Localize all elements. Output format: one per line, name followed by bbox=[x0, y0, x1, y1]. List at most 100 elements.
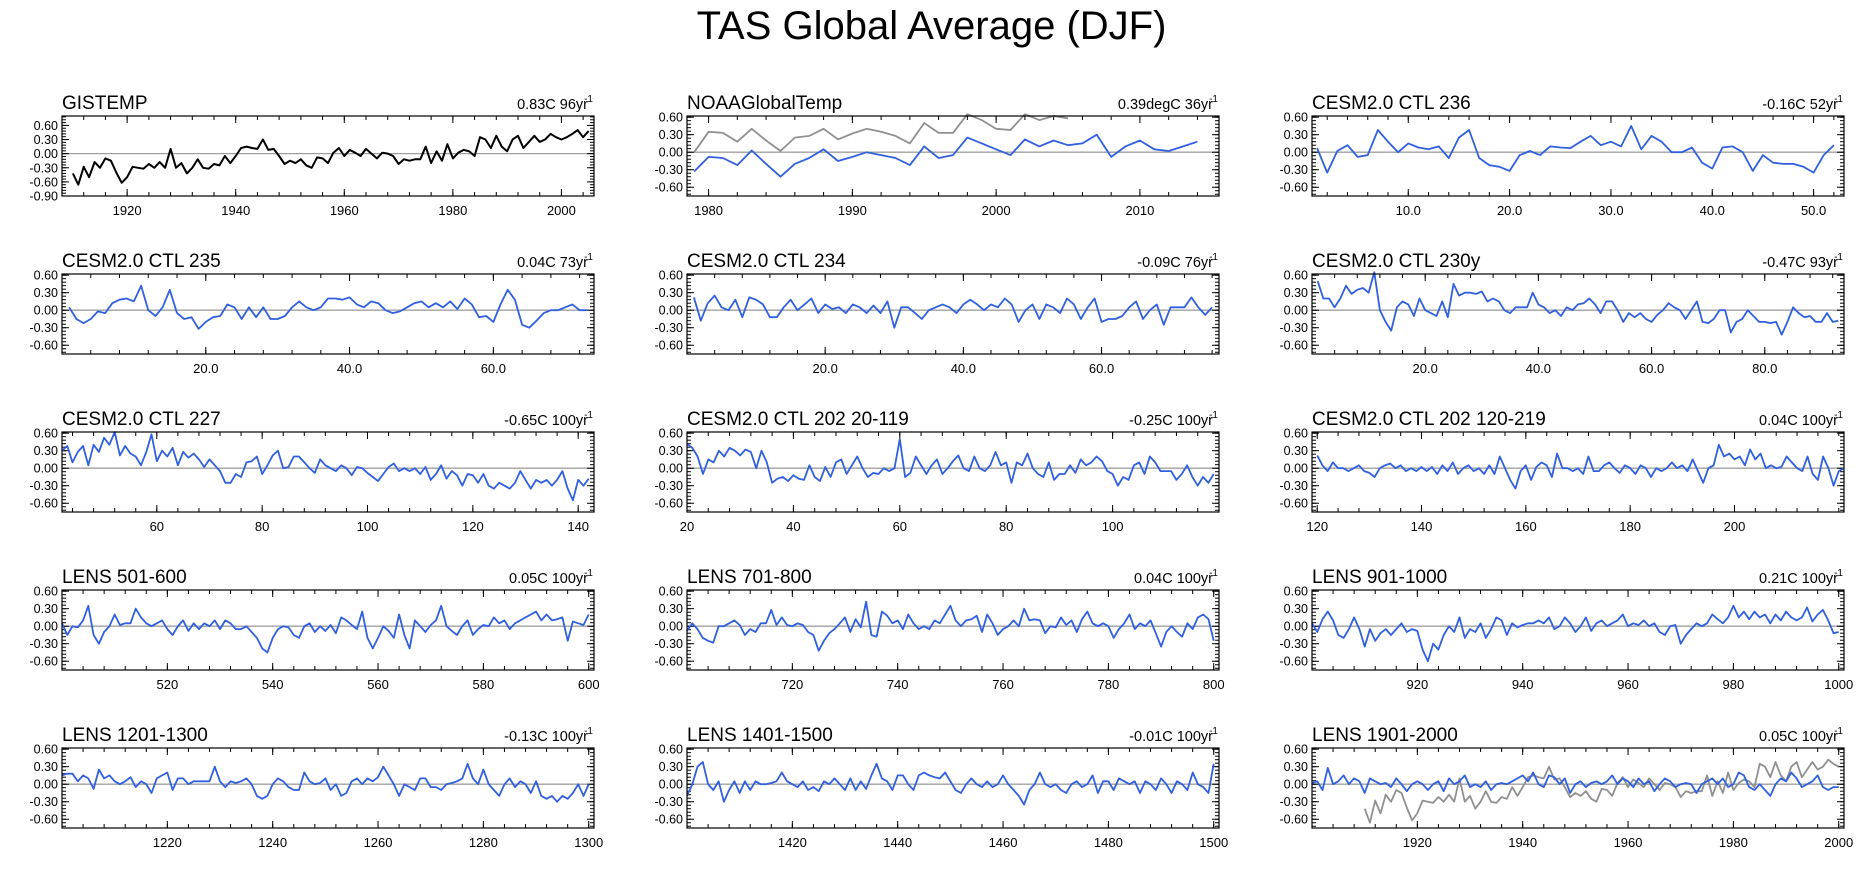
plot-frame bbox=[686, 431, 1220, 513]
x-tick-label: 580 bbox=[473, 677, 495, 692]
y-axis bbox=[687, 432, 1219, 511]
y-tick-label: 0.00 bbox=[659, 462, 683, 476]
y-tick-label: -0.30 bbox=[1280, 795, 1309, 809]
y-axis bbox=[1312, 748, 1844, 827]
x-axis bbox=[72, 432, 579, 512]
panel-trend-exponent: -1 bbox=[1834, 726, 1843, 737]
y-tick-label: 0.00 bbox=[1284, 304, 1308, 318]
x-tick-label: 40.0 bbox=[1526, 361, 1551, 376]
y-axis bbox=[62, 590, 594, 669]
chart-panel: CESM2.0 CTL 230y -0.47C 93yr-1 0.60 0.30 0.0… bbox=[1280, 251, 1845, 376]
panel-title: CESM2.0 CTL 202 20-119 bbox=[687, 409, 909, 430]
series-line bbox=[693, 294, 1213, 329]
y-tick-label: 0.00 bbox=[1284, 146, 1308, 160]
x-tick-label: 1280 bbox=[469, 835, 498, 850]
y-tick-label: -0.60 bbox=[30, 813, 59, 827]
panel-trend: 0.04C 100yr bbox=[1134, 571, 1213, 587]
series-line bbox=[68, 284, 587, 330]
plot-frame bbox=[1311, 115, 1845, 197]
x-tick-label: 780 bbox=[1098, 677, 1120, 692]
x-tick-label: 50.0 bbox=[1801, 203, 1826, 218]
y-tick-label: -0.60 bbox=[655, 181, 684, 195]
chart-panel: CESM2.0 CTL 235 0.04C 73yr-1 0.60 0.30 0.00 -… bbox=[30, 251, 595, 376]
chart-panel: CESM2.0 CTL 227 -0.65C 100yr-1 0.60 0.30 0.0… bbox=[30, 409, 595, 534]
x-tick-label: 140 bbox=[1411, 519, 1433, 534]
x-tick-label: 2000 bbox=[982, 203, 1011, 218]
chart-panel: NOAAGlobalTemp 0.39degC 36yr-1 0.60 0.30 0.0… bbox=[655, 93, 1220, 218]
panel-trend-exponent: -1 bbox=[1209, 94, 1218, 105]
panel-trend-exponent: -1 bbox=[1834, 568, 1843, 579]
panel-trend-exponent: -1 bbox=[1209, 410, 1218, 421]
y-tick-label: -0.30 bbox=[30, 479, 59, 493]
x-tick-label: 80 bbox=[255, 519, 269, 534]
y-tick-label: 0.00 bbox=[1284, 620, 1308, 634]
x-tick-label: 20.0 bbox=[813, 361, 838, 376]
x-tick-label: 20.0 bbox=[193, 361, 218, 376]
chart-panel: LENS 701-800 0.04C 100yr-1 0.60 0.30 0.00 -0.… bbox=[655, 567, 1225, 692]
panel-trend-exponent: -1 bbox=[584, 410, 593, 421]
y-tick-label: 0.60 bbox=[34, 427, 58, 441]
y-tick-label: 0.60 bbox=[34, 743, 58, 757]
panel-title: LENS 701-800 bbox=[687, 567, 812, 588]
plot-frame bbox=[686, 589, 1220, 671]
panel-title: CESM2.0 CTL 227 bbox=[62, 409, 221, 430]
y-tick-label: 0.30 bbox=[34, 286, 58, 300]
x-axis bbox=[61, 590, 590, 670]
series-line bbox=[693, 113, 1069, 153]
x-tick-label: 1440 bbox=[883, 835, 912, 850]
x-tick-label: 920 bbox=[1406, 677, 1428, 692]
y-tick-label: 0.30 bbox=[34, 760, 58, 774]
chart-panel: GISTEMP 0.83C 96yr-1 0.600.300.00-0.30-0.6… bbox=[30, 93, 595, 218]
y-axis bbox=[62, 116, 594, 197]
y-axis bbox=[1312, 116, 1844, 195]
x-tick-label: 1240 bbox=[258, 835, 287, 850]
plot-frame bbox=[686, 747, 1220, 829]
x-tick-label: 2000 bbox=[547, 203, 576, 218]
x-tick-label: 1260 bbox=[364, 835, 393, 850]
y-tick-label: -0.30 bbox=[655, 795, 684, 809]
plot-frame bbox=[61, 273, 595, 355]
x-tick-label: 560 bbox=[367, 677, 389, 692]
x-tick-label: 80.0 bbox=[1752, 361, 1777, 376]
chart-panel: LENS 501-600 0.05C 100yr-1 0.60 0.30 0.00 -0.… bbox=[30, 567, 600, 692]
y-tick-label: 0.00 bbox=[659, 778, 683, 792]
panel-trend-exponent: -1 bbox=[1834, 94, 1843, 105]
y-tick-label: 0.60 bbox=[1284, 111, 1308, 125]
panel-title: GISTEMP bbox=[62, 93, 148, 114]
y-tick-label: -0.30 bbox=[1280, 479, 1309, 493]
y-axis bbox=[62, 274, 594, 353]
x-tick-label: 20.0 bbox=[1413, 361, 1438, 376]
x-tick-label: 1920 bbox=[113, 203, 142, 218]
y-tick-label: -0.60 bbox=[30, 339, 59, 353]
x-tick-label: 980 bbox=[1723, 677, 1745, 692]
series-line bbox=[61, 604, 590, 654]
plot-frame bbox=[61, 115, 595, 197]
x-tick-label: 940 bbox=[1512, 677, 1534, 692]
x-tick-label: 1980 bbox=[438, 203, 467, 218]
panel-title: LENS 1201-1300 bbox=[62, 725, 208, 746]
y-axis bbox=[1312, 274, 1844, 353]
x-tick-label: 60.0 bbox=[1089, 361, 1114, 376]
panel-trend-exponent: -1 bbox=[584, 726, 593, 737]
x-tick-label: 30.0 bbox=[1598, 203, 1623, 218]
series-line bbox=[61, 762, 590, 803]
chart-panel: CESM2.0 CTL 202 120-219 0.04C 100yr-1 0.60… bbox=[1280, 409, 1845, 534]
x-tick-label: 1220 bbox=[153, 835, 182, 850]
panel-trend: -0.01C 100yr bbox=[1129, 729, 1213, 745]
y-tick-label: -0.90 bbox=[30, 190, 59, 204]
y-tick-label: 0.30 bbox=[659, 286, 683, 300]
panel-trend: -0.09C 76yr bbox=[1137, 255, 1213, 271]
x-axis bbox=[61, 116, 584, 196]
y-tick-label: -0.60 bbox=[655, 339, 684, 353]
y-tick-label: -0.60 bbox=[655, 655, 684, 669]
y-tick-label: 0.30 bbox=[1284, 444, 1308, 458]
panel-title: CESM2.0 CTL 234 bbox=[687, 251, 846, 272]
y-tick-label: 0.30 bbox=[34, 444, 58, 458]
panel-title: CESM2.0 CTL 202 120-219 bbox=[1312, 409, 1546, 430]
chart-panel: LENS 1201-1300 -0.13C 100yr-1 0.60 0.30 0.00… bbox=[30, 725, 604, 850]
y-tick-label: 0.60 bbox=[659, 585, 683, 599]
x-tick-label: 1000 bbox=[1824, 677, 1853, 692]
y-axis bbox=[687, 590, 1219, 669]
y-tick-label: 0.60 bbox=[34, 269, 58, 283]
y-tick-label: 0.00 bbox=[34, 147, 58, 161]
